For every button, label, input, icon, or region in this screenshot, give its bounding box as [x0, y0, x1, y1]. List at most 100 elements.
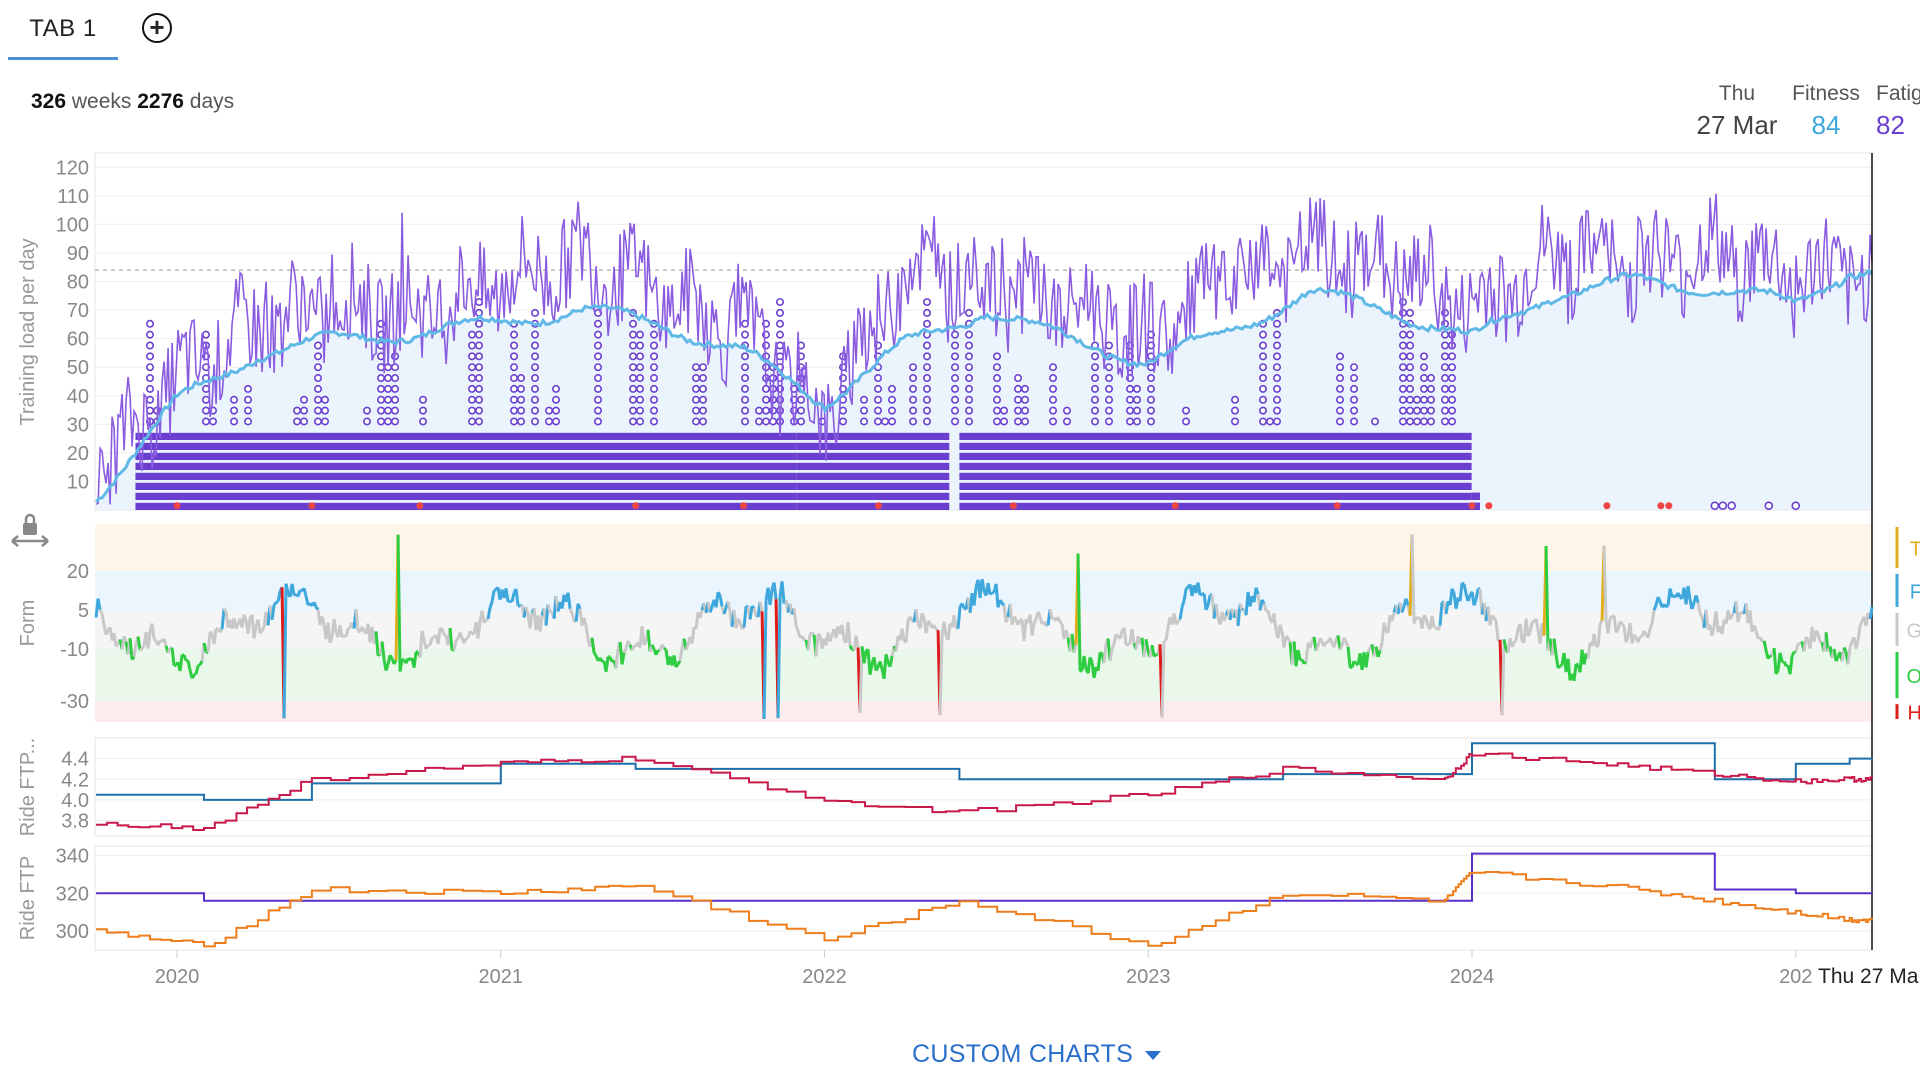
form-line-segment: [1198, 583, 1200, 596]
activity-dot: [1260, 397, 1266, 403]
form-line-segment: [362, 627, 364, 631]
form-line-segment: [990, 593, 992, 595]
activity-dot: [1421, 353, 1427, 359]
form-line-segment: [1268, 611, 1270, 619]
form-line-segment: [600, 658, 602, 662]
activity-dot: [1274, 418, 1280, 424]
activity-dot: [756, 407, 762, 413]
y-tick-label: 100: [56, 214, 89, 236]
form-line-segment: [1074, 645, 1076, 653]
form-line-segment: [876, 667, 878, 671]
form-line-segment: [1412, 535, 1414, 624]
activity-dot: [420, 418, 426, 424]
form-line-segment: [208, 632, 210, 652]
form-line-segment: [180, 655, 182, 671]
activity-dot: [1232, 418, 1238, 424]
form-line-segment: [1402, 606, 1404, 612]
activity-dot: [651, 397, 657, 403]
activity-dot: [476, 342, 482, 348]
form-line-segment: [164, 639, 166, 646]
form-line-segment: [676, 664, 678, 667]
activity-dot: [1092, 364, 1098, 370]
y-axis-label: Ride FTP: [17, 856, 39, 940]
y-tick-label: 4.4: [61, 749, 89, 771]
activity-dot: [1428, 407, 1434, 413]
activity-dot: [924, 364, 930, 370]
activity-dot: [532, 407, 538, 413]
form-line-segment: [1516, 629, 1518, 640]
form-line-segment: [1856, 640, 1858, 649]
form-line-segment: [1112, 644, 1114, 649]
activity-dot: [1337, 397, 1343, 403]
activity-dot: [469, 407, 475, 413]
form-line-segment: [1124, 628, 1126, 645]
activity-dot: [476, 331, 482, 337]
activity-dot: [1127, 418, 1133, 424]
activity-dot: [994, 375, 1000, 381]
form-line-segment: [1678, 593, 1680, 597]
form-line-segment: [1634, 635, 1636, 638]
form-line-segment: [1598, 624, 1600, 646]
form-line-segment: [692, 627, 694, 644]
form-line-segment: [254, 626, 256, 638]
activity-dot: [546, 418, 552, 424]
activity-dot: [952, 364, 958, 370]
form-line-segment: [134, 644, 136, 657]
activity-dot: [1421, 386, 1427, 392]
form-line-segment: [1658, 597, 1660, 601]
activity-bar: [135, 443, 796, 450]
activity-dot: [1337, 407, 1343, 413]
activity-dot: [1449, 386, 1455, 392]
activity-dot: [1106, 407, 1112, 413]
activity-dot: [553, 386, 559, 392]
custom-charts-button[interactable]: CUSTOM CHARTS: [912, 1040, 1161, 1069]
form-line-segment: [192, 675, 194, 679]
activity-dot: [392, 418, 398, 424]
activity-dot: [777, 397, 783, 403]
form-line-segment: [642, 626, 644, 645]
form-line-segment: [1848, 647, 1850, 664]
form-line-segment: [1820, 642, 1822, 643]
form-line-segment: [102, 613, 104, 625]
form-line-segment: [1186, 587, 1188, 589]
form-line-segment: [954, 615, 956, 628]
activity-dot: [1442, 331, 1448, 337]
form-line-segment: [1626, 636, 1628, 642]
form-line-segment: [750, 606, 752, 619]
activity-dot: [742, 407, 748, 413]
form-line-segment: [974, 587, 976, 605]
activity-dot: [700, 375, 706, 381]
activity-bar: [796, 503, 949, 510]
form-line-segment: [1264, 604, 1266, 611]
activity-dot: [1442, 418, 1448, 424]
form-line-segment: [1502, 639, 1504, 715]
activity-dot: [924, 418, 930, 424]
activity-dot: [1351, 397, 1357, 403]
activity-dot: [693, 386, 699, 392]
activity-dot: [1414, 407, 1420, 413]
activity-dot: [1260, 407, 1266, 413]
form-line-segment: [152, 624, 154, 639]
activity-dot: [553, 397, 559, 403]
form-line-segment: [204, 643, 206, 652]
activity-dot: [315, 407, 321, 413]
form-line-segment: [194, 674, 196, 675]
form-line-segment: [376, 631, 378, 655]
activity-dot: [1127, 397, 1133, 403]
activity-dot: [385, 375, 391, 381]
activity-dot: [1442, 375, 1448, 381]
activity-dot: [315, 397, 321, 403]
red-marker-dot: [740, 502, 747, 509]
form-line-segment: [276, 601, 278, 602]
form-line-segment: [470, 631, 472, 633]
activity-dot: [518, 375, 524, 381]
activity-dot: [469, 386, 475, 392]
form-line-segment: [1610, 616, 1612, 618]
activity-dot: [1449, 364, 1455, 370]
form-zone-label: G: [1906, 621, 1920, 643]
form-line-segment: [842, 625, 844, 640]
form-line-segment: [1556, 655, 1558, 668]
activity-dot: [1092, 407, 1098, 413]
form-line-segment: [258, 619, 260, 633]
